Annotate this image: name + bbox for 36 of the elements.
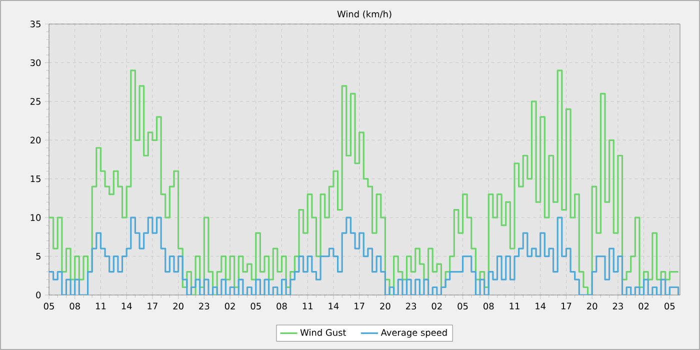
- x-tick-label: 05: [664, 302, 675, 310]
- x-tick-label: 23: [199, 302, 210, 310]
- x-tick-label: 17: [148, 302, 158, 310]
- x-tick-label: 05: [250, 302, 261, 310]
- x-tick-label: 05: [44, 302, 54, 310]
- x-tick-label: 08: [276, 302, 287, 310]
- x-tick-label: 20: [587, 302, 598, 310]
- y-tick-label: 15: [30, 176, 40, 182]
- x-tick-label: 02: [638, 302, 649, 310]
- y-tick-label: 20: [30, 136, 41, 144]
- x-tick-label: 14: [122, 302, 132, 310]
- x-tick-label: 14: [328, 302, 339, 310]
- legend-label: Wind Gust: [300, 328, 346, 336]
- x-tick-label: 05: [458, 302, 468, 310]
- y-tick-label: 10: [30, 214, 41, 221]
- x-tick-label: 11: [96, 302, 106, 310]
- x-tick-label: 17: [354, 302, 364, 310]
- y-tick-label: 35: [30, 20, 40, 28]
- x-tick-label: 11: [302, 302, 312, 310]
- x-tick-label: 08: [484, 302, 494, 310]
- y-tick-label: 5: [36, 252, 40, 260]
- x-tick-label: 11: [510, 302, 520, 310]
- x-tick-label: 23: [406, 302, 416, 310]
- legend-label: Average speed: [380, 328, 447, 338]
- x-tick-label: 14: [536, 302, 546, 310]
- x-tick-label: 23: [612, 302, 623, 310]
- x-tick-label: 20: [173, 302, 184, 310]
- x-tick-label: 02: [432, 302, 442, 310]
- y-tick-label: 0: [36, 292, 41, 298]
- chart-title: Wind (km/h): [337, 10, 392, 18]
- x-tick-label: 08: [70, 302, 80, 310]
- x-tick-label: 17: [562, 302, 572, 310]
- y-tick-label: 25: [30, 98, 40, 105]
- x-tick-label: 20: [380, 302, 390, 310]
- y-tick-label: 30: [30, 59, 41, 66]
- x-tick-label: 02: [224, 302, 235, 310]
